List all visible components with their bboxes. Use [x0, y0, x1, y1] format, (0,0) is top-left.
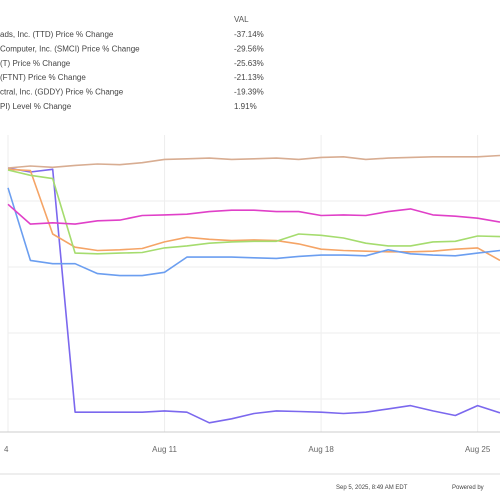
grid: [0, 135, 500, 475]
legend-entry-name-0[interactable]: ads, Inc. (TTD) Price % Change: [0, 30, 114, 39]
x-tick-label-0: 4: [4, 445, 9, 454]
x-tick-label-2: Aug 18: [308, 445, 334, 454]
series-lines: [7, 154, 500, 424]
x-tick-label-1: Aug 11: [152, 445, 177, 454]
legend-entry-name-1[interactable]: Computer, Inc. (SMCI) Price % Change: [0, 44, 140, 53]
series-line-5[interactable]: [7, 154, 500, 169]
footer-timestamp: Sep 5, 2025, 8:49 AM EDT: [336, 485, 408, 491]
x-tick-label-3: Aug 25: [465, 445, 491, 454]
series-line-3[interactable]: [7, 187, 500, 277]
legend-column-header: VAL: [234, 15, 249, 24]
legend-entry-name-5[interactable]: PI) Level % Change: [0, 102, 72, 111]
x-axis: 4 Aug 11 Aug 18 Aug 25: [4, 445, 491, 454]
series-line-2[interactable]: [7, 169, 500, 255]
legend-entry-name-4[interactable]: ctral, Inc. (GDDY) Price % Change: [0, 88, 124, 97]
series-line-4[interactable]: [7, 203, 500, 225]
legend-entry-value-3: -21.13%: [234, 73, 264, 82]
legend-entry-value-0: -37.14%: [234, 30, 264, 39]
legend-entry-name-3[interactable]: (FTNT) Price % Change: [0, 73, 86, 82]
legend-entry-value-1: -29.56%: [234, 44, 264, 53]
series-line-0[interactable]: [7, 167, 500, 424]
legend-entry-value-4: -19.39%: [234, 88, 264, 97]
footer: Sep 5, 2025, 8:49 AM EDT Powered by: [336, 485, 484, 491]
legend-entry-name-2[interactable]: (T) Price % Change: [0, 59, 71, 68]
footer-powered-by[interactable]: Powered by: [452, 485, 484, 491]
legend: VAL ads, Inc. (TTD) Price % Change -37.14…: [0, 15, 264, 111]
legend-entry-value-2: -25.63%: [234, 59, 264, 68]
legend-entry-value-5: 1.91%: [234, 102, 257, 111]
series-line-1[interactable]: [7, 168, 500, 262]
